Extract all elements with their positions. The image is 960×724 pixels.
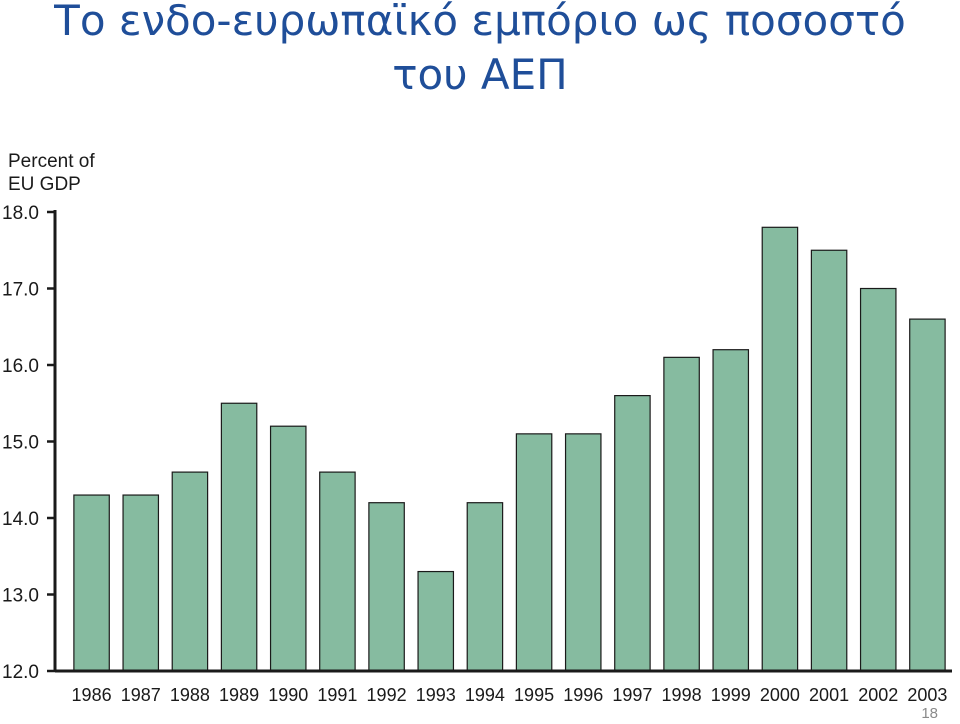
bar-1986 xyxy=(73,494,110,672)
y-axis-ticks: 18.0 17.0 16.0 15.0 14.0 13.0 12.0 xyxy=(2,203,55,683)
x-axis-tick-labels: 1986 1987 1988 1989 1990 1991 1992 1993 1994 1995… xyxy=(72,685,948,705)
bar-1997 xyxy=(614,395,651,672)
x-tick-label: 1998 xyxy=(662,685,702,705)
bar-2003 xyxy=(909,318,946,672)
x-tick-label: 2003 xyxy=(907,685,947,705)
y-axis-label-line-1: Percent of xyxy=(8,151,95,172)
x-tick-label: 1987 xyxy=(121,685,161,705)
bar-1993 xyxy=(417,570,455,672)
y-tick-label: 16.0 xyxy=(2,356,39,377)
y-tick-label: 15.0 xyxy=(2,433,39,454)
x-tick-label: 1991 xyxy=(317,685,357,705)
y-tick-label: 14.0 xyxy=(2,509,39,530)
x-tick-label: 1988 xyxy=(170,685,210,705)
bar-1989 xyxy=(220,402,258,672)
bar-1992 xyxy=(368,502,405,672)
bar-1988 xyxy=(171,471,209,672)
y-tick-label: 18.0 xyxy=(2,203,39,224)
x-tick-label: 1999 xyxy=(711,685,751,705)
slide-title-line-2: του ΑΕΠ xyxy=(392,50,568,99)
bar-1994 xyxy=(466,502,504,672)
x-tick-label: 1996 xyxy=(563,685,603,705)
bar-1996 xyxy=(564,433,602,672)
bar-1999 xyxy=(712,349,750,672)
x-tick-label: 1989 xyxy=(219,685,259,705)
x-tick-label: 1993 xyxy=(416,685,456,705)
y-tick-label: 13.0 xyxy=(2,586,39,607)
bar-1991 xyxy=(319,471,356,672)
bar-2002 xyxy=(859,287,897,672)
x-tick-label: 1986 xyxy=(72,685,112,705)
bars xyxy=(73,226,946,672)
y-tick-label: 17.0 xyxy=(2,280,39,301)
slide-number: 18 xyxy=(921,705,938,722)
x-tick-label: 1994 xyxy=(465,685,505,705)
x-tick-label: 1990 xyxy=(268,685,308,705)
bar-1998 xyxy=(663,356,700,672)
bar-2001 xyxy=(810,249,848,672)
y-tick-label: 12.0 xyxy=(2,662,39,683)
x-tick-label: 2000 xyxy=(760,685,800,705)
bar-1990 xyxy=(269,425,307,672)
x-tick-label: 1992 xyxy=(367,685,407,705)
bar-1987 xyxy=(122,494,160,672)
x-tick-label: 2001 xyxy=(809,685,849,705)
slide-title-line-1: Το ενδο-ευρωπαϊκό εμπόριο ως ποσοστό xyxy=(54,0,906,45)
x-tick-label: 1995 xyxy=(514,685,554,705)
bar-2000 xyxy=(761,226,799,672)
x-tick-label: 1997 xyxy=(612,685,652,705)
bar-1995 xyxy=(515,433,553,672)
slide-title: Το ενδο-ευρωπαϊκό εμπόριο ως ποσοστό του… xyxy=(0,0,960,102)
x-tick-label: 2002 xyxy=(858,685,898,705)
y-axis-label-line-2: EU GDP xyxy=(8,174,81,195)
